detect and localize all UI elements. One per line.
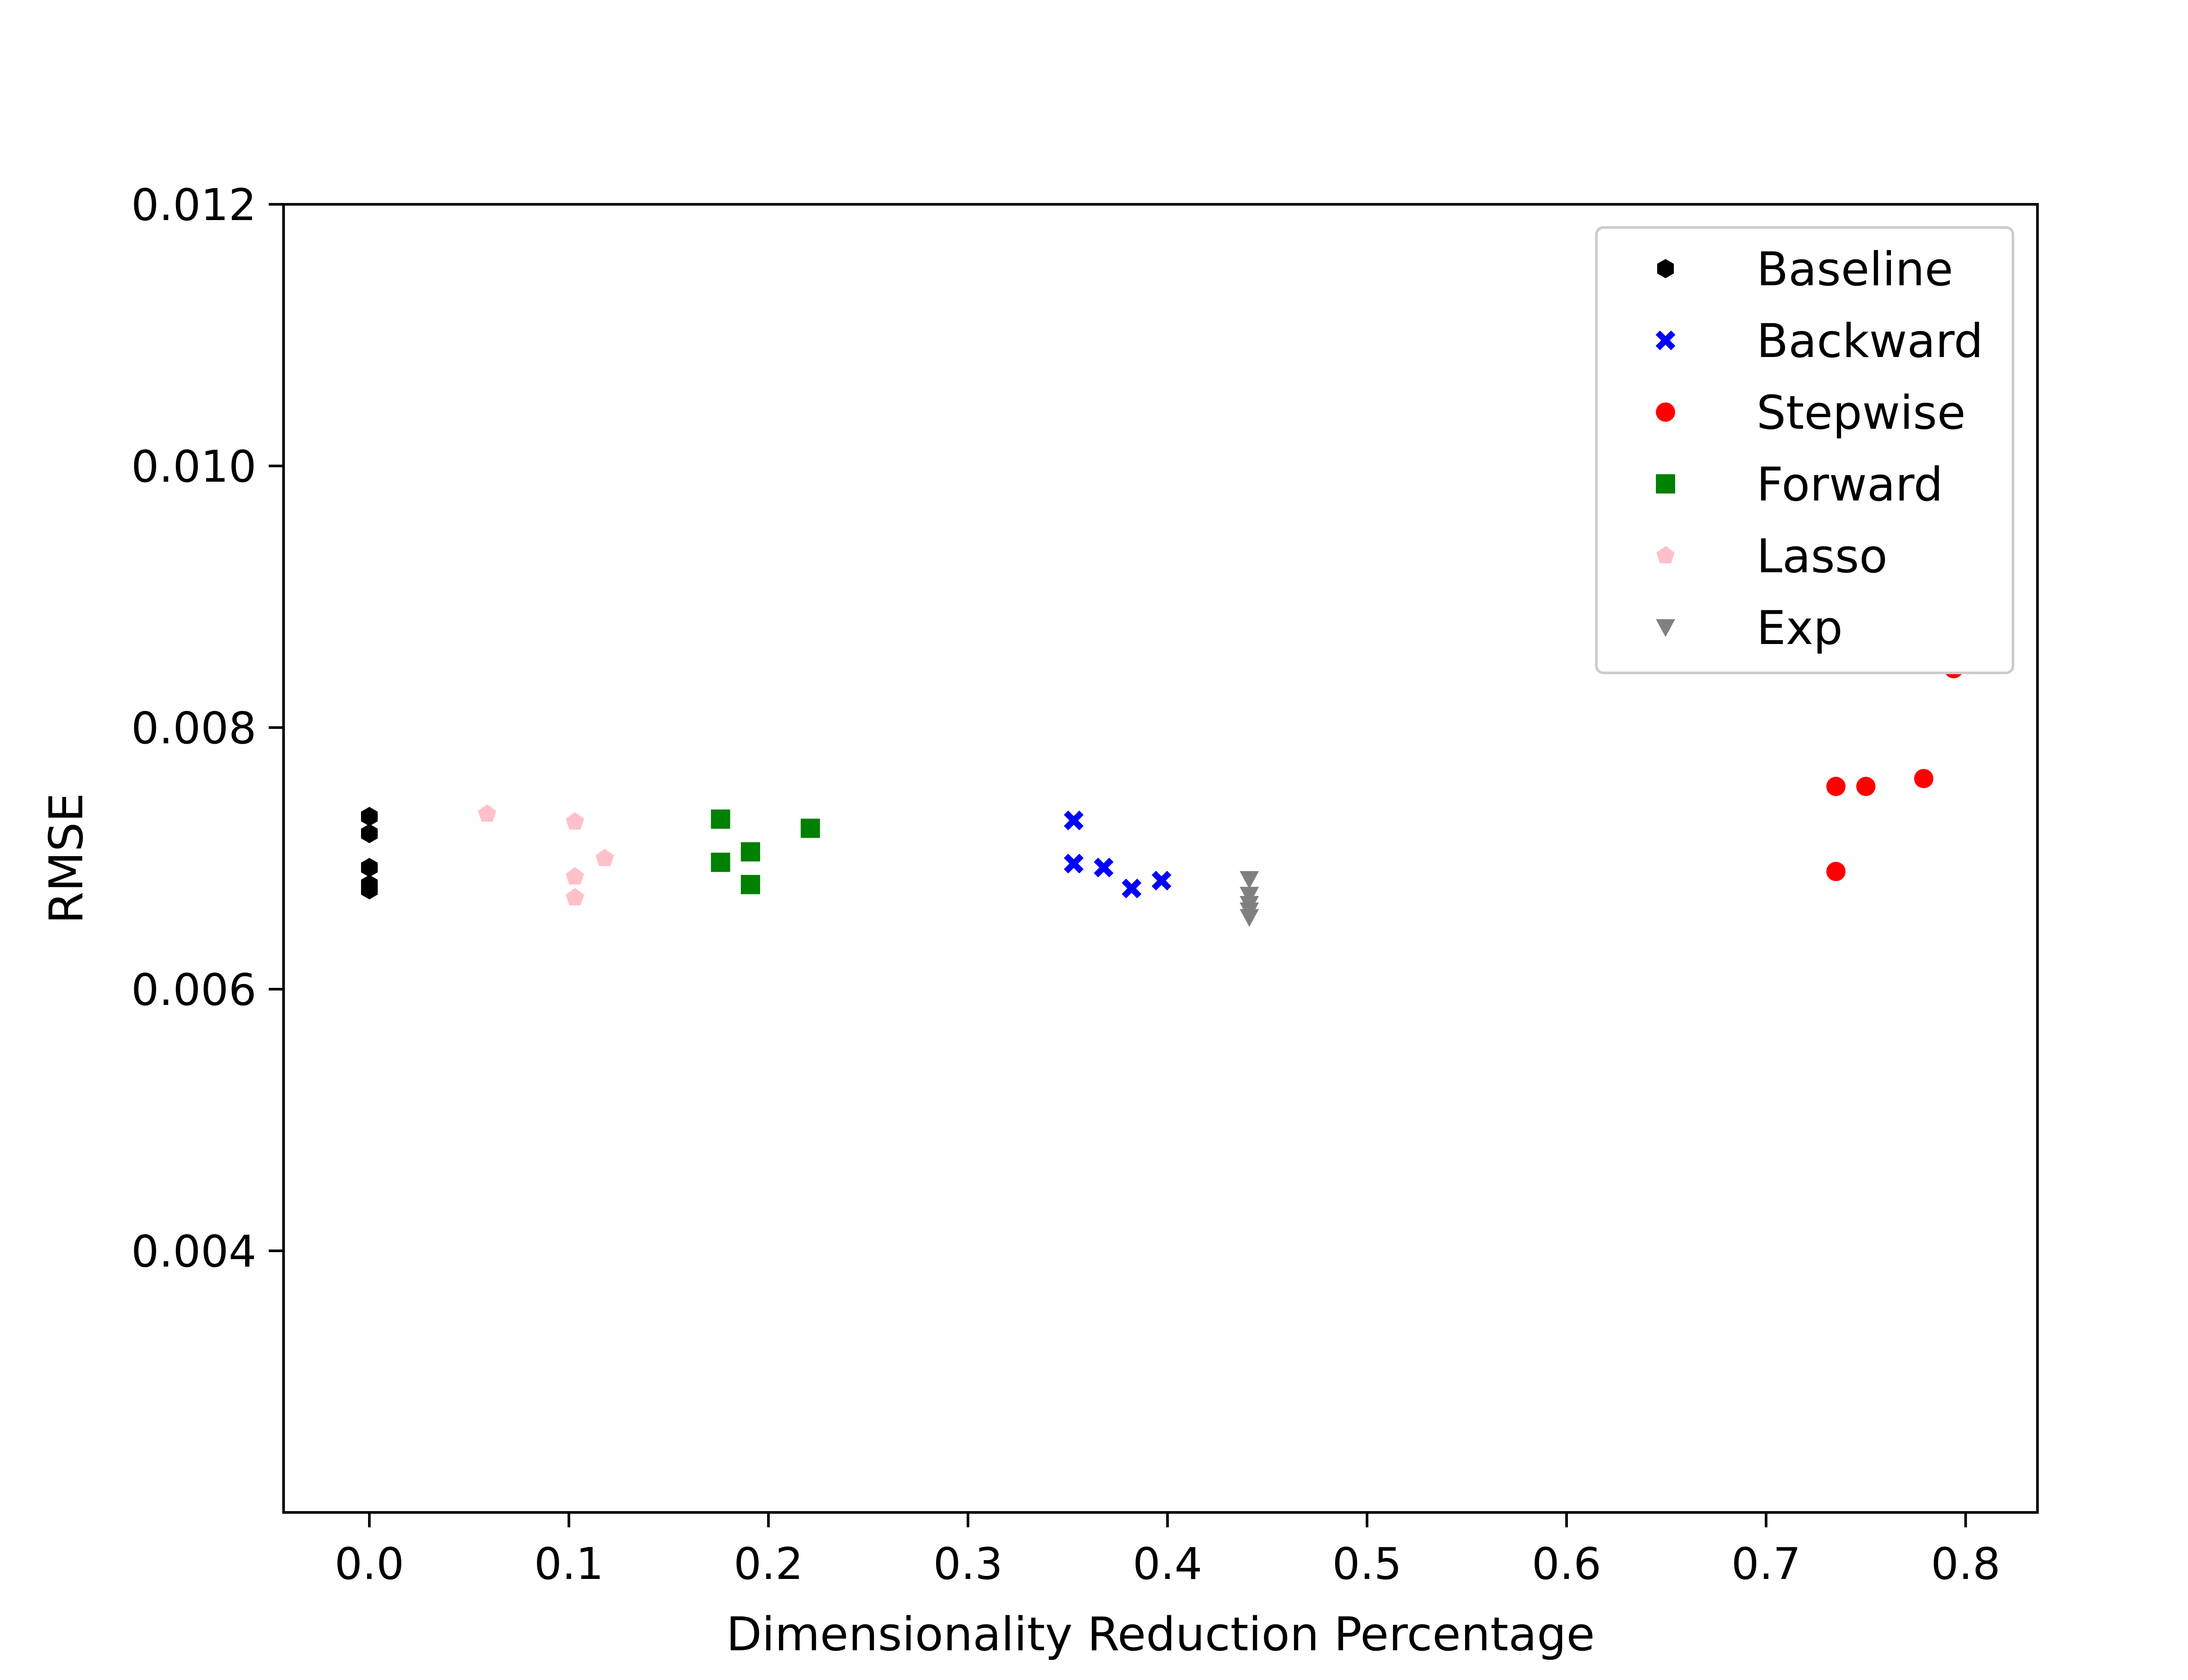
legend-marker-forward	[1656, 474, 1675, 494]
point-backward	[1064, 810, 1084, 830]
legend-box	[1595, 226, 2014, 674]
x-tick-label: 0.5	[1332, 1538, 1402, 1589]
x-tick-label: 0.6	[1532, 1538, 1601, 1589]
point-baseline	[361, 858, 378, 877]
point-stepwise	[1914, 769, 1934, 788]
point-stepwise	[1856, 777, 1876, 796]
point-baseline	[361, 807, 378, 826]
x-tick-label: 0.4	[1133, 1538, 1202, 1589]
point-backward	[1122, 878, 1142, 899]
point-lasso	[565, 867, 584, 885]
x-marker-stroke	[1655, 330, 1676, 350]
legend-marker-baseline	[1657, 259, 1674, 278]
legend-label-lasso: Lasso	[1757, 529, 1887, 583]
point-exp	[1239, 909, 1259, 927]
legend-marker-backward	[1655, 330, 1676, 350]
point-forward	[711, 852, 730, 872]
legend-label-forward: Forward	[1757, 458, 1943, 511]
x-marker-stroke	[1064, 854, 1084, 874]
x-marker-stroke	[1064, 810, 1084, 830]
point-baseline	[361, 824, 378, 844]
legend-label-baseline: Baseline	[1757, 242, 1953, 296]
y-axis-ticks: 0.004 0.006 0.008 0.010 0.012	[131, 179, 284, 1277]
y-axis-label: RMSE	[39, 793, 93, 924]
y-tick-label: 0.008	[131, 703, 256, 754]
x-axis-label: Dimensionality Reduction Percentage	[726, 1607, 1595, 1661]
y-tick-label: 0.012	[131, 179, 256, 231]
x-marker-stroke	[1151, 871, 1171, 891]
x-tick-label: 0.0	[335, 1538, 404, 1589]
point-stepwise	[1826, 777, 1846, 796]
point-exp	[1239, 887, 1259, 905]
x-tick-label: 0.7	[1731, 1538, 1801, 1589]
x-tick-label: 0.3	[933, 1538, 1003, 1589]
point-forward	[740, 842, 760, 862]
x-tick-label: 0.2	[733, 1538, 803, 1589]
y-tick-label: 0.006	[131, 964, 256, 1015]
point-backward	[1094, 858, 1114, 878]
legend-label-exp: Exp	[1757, 601, 1843, 655]
point-stepwise	[1826, 861, 1846, 881]
point-lasso	[565, 888, 584, 906]
legend: Baseline Backward Stepwise Forward Lasso Exp	[1595, 226, 2014, 674]
y-tick-label: 0.004	[131, 1226, 256, 1277]
x-marker-stroke	[1094, 858, 1114, 878]
point-baseline	[361, 880, 378, 900]
legend-label-backward: Backward	[1757, 314, 1983, 368]
legend-marker-exp	[1656, 619, 1675, 637]
legend-marker-lasso	[1656, 546, 1675, 564]
point-exp	[1239, 871, 1259, 889]
point-backward	[1064, 854, 1084, 874]
point-lasso	[478, 804, 496, 822]
x-tick-label: 0.8	[1931, 1538, 2000, 1589]
point-forward	[800, 819, 820, 838]
x-axis-ticks: 0.0 0.1 0.2 0.3 0.4 0.5 0.6 0.7 0.8	[335, 1512, 2000, 1589]
point-backward	[1151, 871, 1171, 891]
x-marker-stroke	[1122, 878, 1142, 899]
point-lasso	[565, 812, 584, 830]
legend-marker-stepwise	[1656, 402, 1675, 422]
point-forward	[740, 875, 760, 894]
point-forward	[711, 809, 730, 829]
y-tick-label: 0.010	[131, 441, 256, 492]
x-tick-label: 0.1	[534, 1538, 604, 1589]
point-lasso	[596, 849, 614, 866]
legend-label-stepwise: Stepwise	[1757, 386, 1966, 440]
